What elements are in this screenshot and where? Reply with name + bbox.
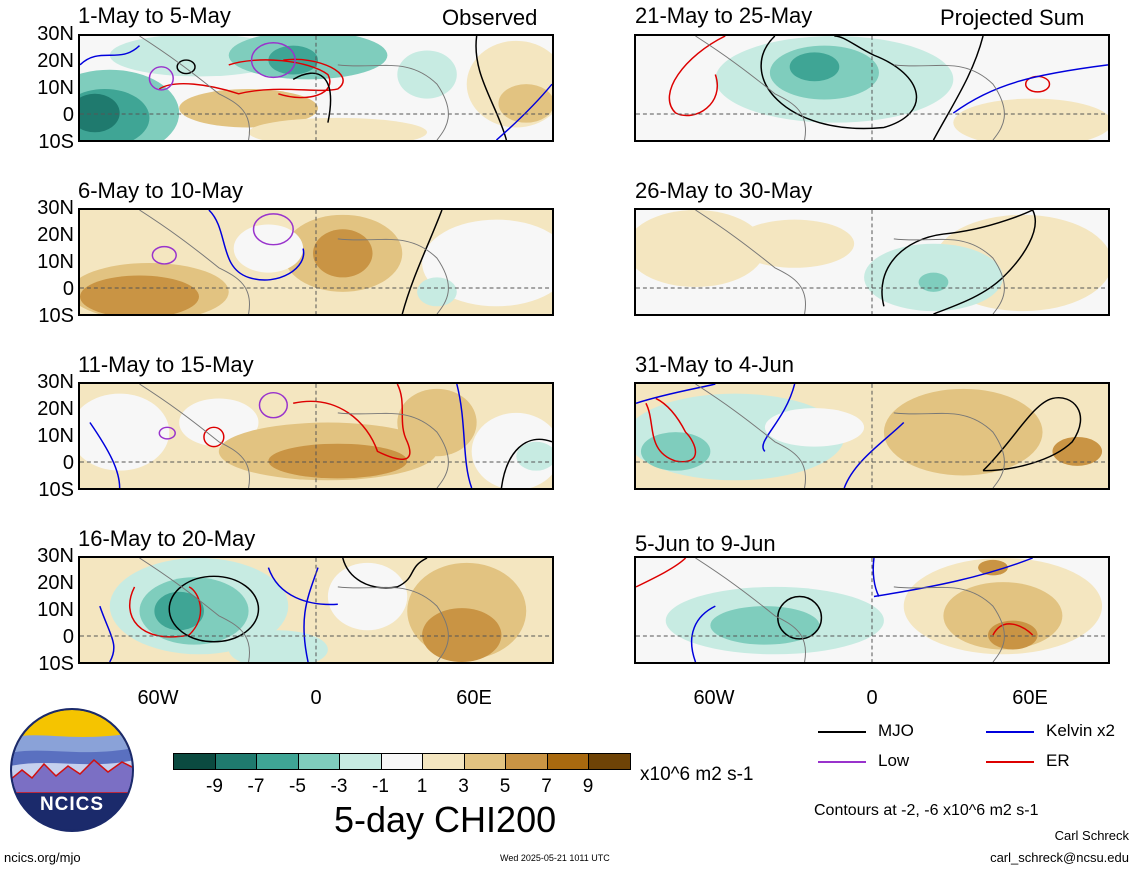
map-panel-5-jun-9-jun (634, 556, 1110, 664)
lon-label-60e: 60E (1012, 687, 1048, 709)
colorbar-swatch (339, 753, 382, 770)
map-panel-21-may-25-may (634, 34, 1110, 142)
colorbar-units: x10^6 m2 s-1 (640, 764, 754, 785)
colorbar-tick-label: 5 (499, 776, 511, 797)
panel-title: 21-May to 25-May (635, 3, 813, 28)
ncics-logo: NCICS (10, 708, 134, 832)
contour-note: Contours at -2, -6 x10^6 m2 s-1 (814, 802, 1039, 819)
colorbar-swatch (173, 753, 216, 770)
observed-label: Observed (442, 5, 538, 30)
lat-label: 20N (37, 224, 74, 246)
lat-label: 10N (37, 425, 74, 447)
lat-label: 0 (62, 626, 74, 648)
colorbar-tick-label: 7 (541, 776, 552, 797)
lat-label: 10S (38, 479, 74, 501)
colorbar-swatch (588, 753, 631, 770)
map-panel-26-may-30-may (634, 208, 1110, 316)
colorbar-tick-label: -1 (372, 776, 389, 797)
lat-label: 20N (37, 50, 74, 72)
lon-label-0: 0 (866, 687, 878, 709)
panel-title: 1-May to 5-May (78, 3, 231, 28)
logo-text: NCICS (39, 794, 105, 815)
panel-title: 16-May to 20-May (78, 526, 256, 551)
colorbar-swatch (256, 753, 299, 770)
panel-title: 5-Jun to 9-Jun (635, 531, 776, 556)
er-legend-label: ER (1046, 751, 1070, 770)
lat-label: 20N (37, 398, 74, 420)
lat-label: 10S (38, 653, 74, 675)
low-legend-label: Low (878, 751, 910, 770)
colorbar-swatch (463, 753, 506, 770)
lat-label: 10N (37, 77, 74, 99)
panel-title: 11-May to 15-May (78, 352, 254, 377)
colorbar-tick-label: 3 (458, 776, 469, 797)
lat-label: 10N (37, 599, 74, 621)
panel-title: 6-May to 10-May (78, 178, 244, 203)
colorbar-swatch (380, 753, 423, 770)
colorbar-swatch (297, 753, 340, 770)
colorbar-swatch (214, 753, 257, 770)
colorbar-tick-label: -5 (289, 776, 306, 797)
lon-label-0: 0 (310, 687, 322, 709)
colorbar-swatch (505, 753, 548, 770)
lat-label: 10S (38, 305, 74, 327)
colorbar-swatch (422, 753, 465, 770)
mjo-legend-line (818, 731, 866, 733)
panel-title: 26-May to 30-May (635, 178, 813, 203)
lon-label-60w: 60W (137, 687, 179, 709)
colorbar-tick-label: -9 (206, 776, 223, 797)
map-panel-11-may-15-may (78, 382, 554, 490)
lon-label-60e: 60E (456, 687, 492, 709)
er-legend-line (986, 761, 1034, 763)
lat-label: 0 (62, 104, 74, 126)
lat-label: 0 (62, 278, 74, 300)
map-panel-16-may-20-may (78, 556, 554, 664)
lat-label: 30N (37, 371, 74, 393)
lat-label: 20N (37, 572, 74, 594)
map-panel-6-may-10-may (78, 208, 554, 316)
colorbar-tick-label: -7 (247, 776, 265, 797)
lon-label-60w: 60W (693, 687, 735, 709)
colorbar-tick-label: 9 (582, 776, 594, 797)
projected-label: Projected Sum (940, 5, 1085, 30)
colorbar-tick-label: -3 (330, 776, 348, 797)
lat-label: 30N (37, 545, 74, 567)
author: Carl Schreck (1054, 828, 1129, 843)
lat-label: 10N (37, 251, 74, 273)
lat-label: 10S (38, 131, 74, 153)
kelvin-legend-label: Kelvin x2 (1046, 721, 1115, 740)
lat-label: 0 (62, 452, 74, 474)
colorbar-title: 5-day CHI200 (334, 799, 557, 840)
timestamp: Wed 2025-05-21 1011 UTC (500, 853, 610, 863)
url-text: ncics.org/mjo (4, 850, 81, 865)
map-panel-31-may-4-jun (634, 382, 1110, 490)
lat-label: 30N (37, 23, 74, 45)
email: carl_schreck@ncsu.edu (990, 850, 1129, 865)
colorbar-tick-label: 1 (416, 776, 428, 797)
panel-title: 31-May to 4-Jun (635, 352, 794, 377)
kelvin-legend-line (986, 731, 1034, 733)
colorbar-swatch (546, 753, 589, 770)
low-legend-line (818, 761, 866, 763)
lat-label: 30N (37, 197, 74, 219)
map-panel-1-may-5-may (78, 34, 554, 142)
mjo-legend-label: MJO (878, 721, 914, 740)
